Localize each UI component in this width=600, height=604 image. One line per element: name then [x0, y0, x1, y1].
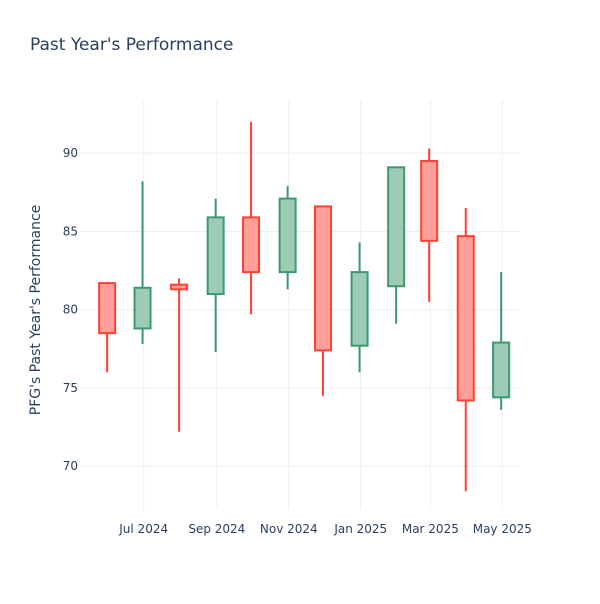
candle-body — [456, 235, 475, 402]
candle-body — [206, 216, 225, 296]
y-tick-label: 90 — [63, 146, 78, 160]
candle-increasing — [492, 272, 511, 410]
candle-body — [420, 160, 439, 242]
candle-decreasing — [242, 121, 261, 315]
candle-body — [242, 216, 261, 274]
y-gridlines — [80, 152, 520, 467]
candle-decreasing — [98, 282, 117, 373]
candle-decreasing — [420, 148, 439, 302]
x-tick-label: Nov 2024 — [260, 522, 318, 536]
candles-layer — [98, 121, 511, 492]
y-tick-label: 85 — [63, 224, 78, 238]
candle-body — [278, 197, 297, 274]
candle-increasing — [206, 198, 225, 352]
x-tick-label: Jan 2025 — [333, 522, 387, 536]
y-tick-label: 70 — [63, 459, 78, 473]
candle-decreasing — [170, 278, 189, 432]
candle-body — [170, 283, 189, 291]
x-tick-labels: Jul 2024 Sep 2024 Nov 2024 Jan 2025 Mar 2025… — [118, 522, 532, 536]
candle-body — [492, 341, 511, 399]
candle-body — [350, 271, 369, 347]
x-tick-label: May 2025 — [473, 522, 532, 536]
candle-increasing — [133, 181, 152, 345]
y-tick-label: 75 — [63, 381, 78, 395]
y-tick-label: 80 — [63, 303, 78, 317]
y-tick-labels: 70 75 80 85 90 — [63, 146, 78, 473]
chart-title: Past Year's Performance — [30, 35, 234, 55]
candle-body — [98, 282, 117, 335]
y-axis-title: PFG's Past Year's Performance — [28, 205, 44, 416]
candle-decreasing — [314, 205, 333, 396]
candle-decreasing — [456, 207, 475, 492]
candle-body — [314, 205, 333, 352]
x-tick-label: Jul 2024 — [118, 522, 168, 536]
candle-increasing — [350, 242, 369, 373]
candle-body — [133, 286, 152, 330]
x-tick-label: Mar 2025 — [402, 522, 459, 536]
x-tick-label: Sep 2024 — [188, 522, 245, 536]
candle-body — [387, 166, 406, 288]
candle-increasing — [278, 186, 297, 290]
candle-increasing — [387, 166, 406, 324]
